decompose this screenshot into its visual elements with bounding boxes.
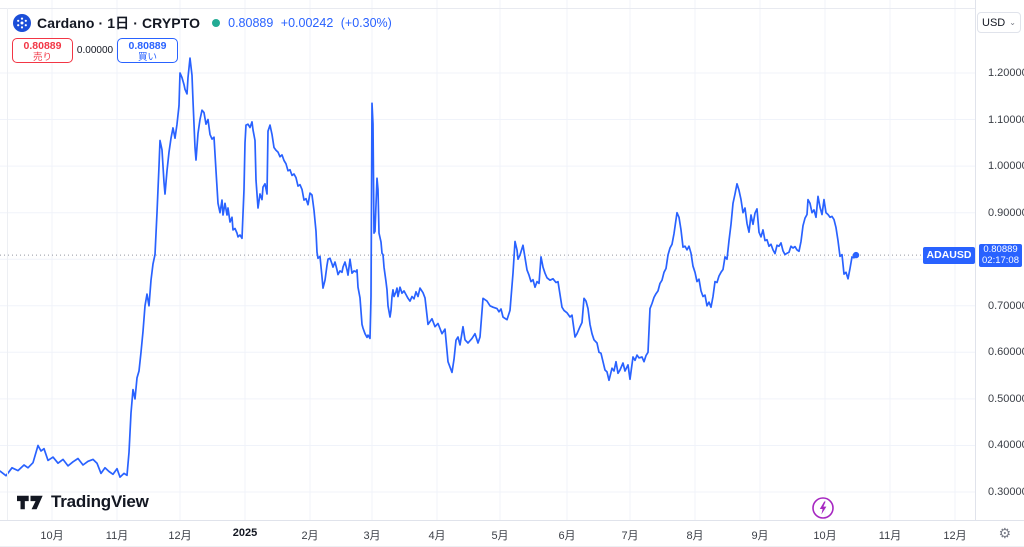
time-axis-label: 12月 [943, 530, 967, 542]
quote-strip: 0.80889 +0.00242 (+0.30%) [228, 16, 396, 30]
bar-countdown: 02:17:08 [982, 254, 1019, 266]
axis-settings-gear-icon[interactable]: ⚙ [998, 525, 1011, 541]
time-axis-label: 4月 [428, 530, 446, 542]
chart-pane[interactable]: Cardano · 1日 · CRYPTO 0.80889 +0.00242 (… [0, 0, 1024, 520]
symbol-price-tag: ADAUSD [923, 246, 975, 264]
symbol-header: Cardano · 1日 · CRYPTO 0.80889 +0.00242 (… [13, 13, 396, 33]
price-axis-label: 0.50000 [988, 392, 1024, 405]
tradingview-mark-icon [17, 495, 43, 509]
tradingview-logo-link[interactable]: TradingView [17, 492, 149, 512]
price-axis-label: 0.60000 [988, 346, 1024, 359]
time-axis[interactable]: ⚙ 10月 11月 12月 2025 2月 3月 4月 5月 6月 7月 8月 9月 10月 11月 12月 [0, 520, 1024, 547]
spread-value: 0.00000 [76, 45, 114, 56]
time-axis-label: 2025 [232, 527, 258, 539]
lightning-event-icon[interactable] [811, 496, 835, 520]
sell-button[interactable]: 0.80889 売り [12, 38, 73, 63]
market-open-dot-icon [212, 19, 221, 27]
cardano-logo-icon [13, 14, 31, 32]
time-axis-label: 8月 [686, 530, 704, 542]
sell-price: 0.80889 [23, 40, 62, 52]
currency-selector[interactable]: USD ⌄ [977, 12, 1021, 33]
pane-left-divider [7, 8, 8, 520]
pane-top-divider [0, 8, 1024, 9]
time-axis-label: 5月 [491, 530, 509, 542]
quote-change-pct: (+0.30%) [340, 16, 392, 30]
chevron-down-icon: ⌄ [1009, 18, 1016, 27]
time-axis-label: 6月 [558, 530, 576, 542]
time-axis-label: 12月 [168, 530, 192, 542]
price-axis-label: 1.00000 [988, 160, 1024, 173]
price-axis-label: 0.40000 [988, 439, 1024, 452]
time-axis-label: 11月 [878, 530, 902, 542]
price-axis-label: 0.90000 [988, 206, 1024, 219]
last-price-badge: 0.80889 02:17:08 [979, 244, 1022, 268]
price-axis-label: 0.70000 [988, 299, 1024, 312]
time-axis-label: 7月 [621, 530, 639, 542]
time-axis-label: 10月 [813, 530, 837, 542]
buy-label: 買い [137, 51, 157, 63]
time-axis-label: 10月 [40, 530, 64, 542]
price-axis-label: 0.30000 [988, 486, 1024, 499]
price-line-chart[interactable] [0, 0, 975, 520]
time-axis-label: 3月 [363, 530, 381, 542]
time-axis-label: 11月 [105, 530, 129, 542]
symbol-title[interactable]: Cardano · 1日 · CRYPTO [37, 15, 201, 31]
time-axis-label: 9月 [751, 530, 769, 542]
currency-label: USD [982, 16, 1006, 29]
quote-price: 0.80889 [228, 16, 274, 30]
quote-change: +0.00242 [280, 16, 334, 30]
price-axis-label: 1.10000 [988, 113, 1024, 126]
tradingview-logo-text: TradingView [51, 492, 149, 511]
buy-price: 0.80889 [128, 40, 167, 52]
time-axis-label: 2月 [301, 530, 319, 542]
sell-label: 売り [32, 51, 52, 63]
price-axis-label: 1.20000 [988, 66, 1024, 79]
price-axis[interactable]: USD ⌄ 0.80889 02:17:08 1.20000 1.10000 1.0… [975, 0, 1024, 520]
last-price-value: 0.80889 [983, 244, 1018, 256]
buy-button[interactable]: 0.80889 買い [117, 38, 178, 63]
